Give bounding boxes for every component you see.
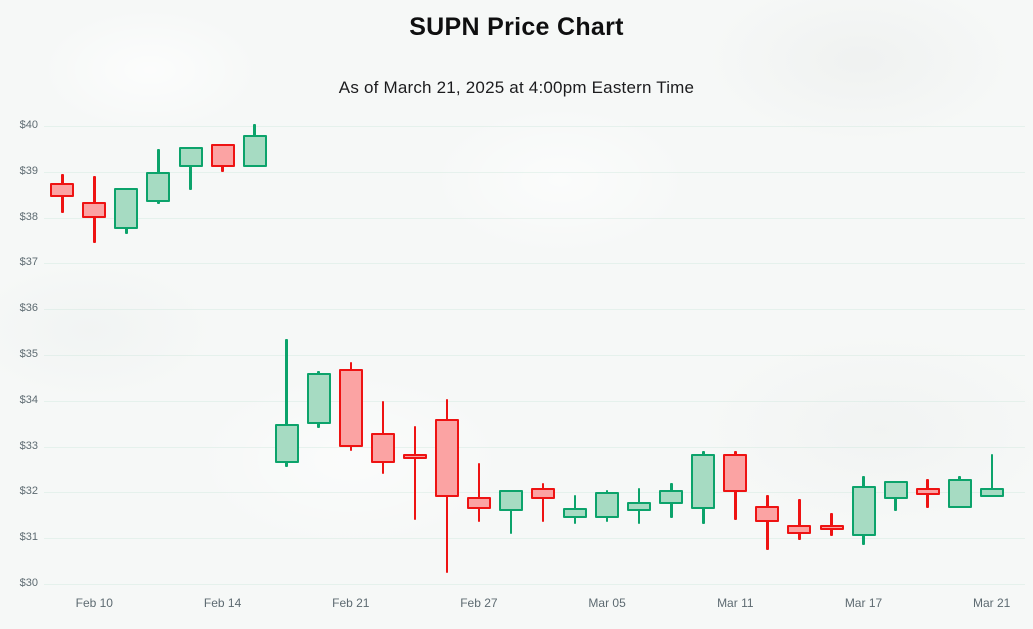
- candle-body: [531, 487, 555, 500]
- gridline: [44, 400, 1025, 402]
- candle-body: [274, 423, 299, 463]
- y-axis-label: $30: [19, 577, 38, 589]
- candle-body: [947, 478, 972, 509]
- x-axis-label: Feb 21: [332, 596, 370, 610]
- candle-body: [402, 453, 427, 459]
- chart-title: SUPN Price Chart: [409, 13, 624, 41]
- candle-wick: [990, 453, 993, 497]
- candle-body: [723, 453, 748, 493]
- y-axis-label: $31: [19, 531, 38, 544]
- candle-body: [499, 490, 523, 511]
- gridline: [44, 126, 1025, 127]
- candle-wick: [189, 146, 192, 191]
- candle-body: [338, 368, 363, 447]
- candle-body: [915, 487, 940, 495]
- candle-wick: [541, 483, 545, 523]
- y-axis-label: $39: [19, 164, 38, 177]
- candle-wick: [285, 339, 288, 468]
- candle-body: [595, 492, 620, 518]
- y-axis-label: $37: [19, 256, 38, 269]
- y-axis-label: $33: [19, 439, 38, 452]
- candle-wick: [509, 490, 513, 534]
- candle-body: [755, 506, 780, 523]
- candle-body: [178, 146, 203, 168]
- x-axis-label: Feb 10: [75, 596, 113, 610]
- x-axis-label: Mar 21: [973, 596, 1011, 610]
- gridline: [44, 217, 1025, 219]
- y-axis-label: $36: [19, 302, 38, 315]
- y-axis-label: $40: [19, 119, 38, 131]
- candle-body: [82, 201, 107, 218]
- candle-wick: [477, 462, 481, 523]
- candle-body: [242, 135, 267, 168]
- candle-body: [627, 501, 652, 511]
- x-axis-label: Mar 11: [717, 596, 754, 610]
- x-axis-label: Mar 17: [844, 596, 883, 610]
- candle-body: [210, 144, 235, 168]
- candle-wick: [830, 513, 833, 536]
- candle-body: [434, 419, 459, 497]
- y-axis-label: $34: [19, 393, 38, 406]
- y-axis-label: $35: [19, 348, 38, 360]
- candle-body: [883, 480, 908, 500]
- gridline: [44, 584, 1025, 585]
- candle-body: [563, 508, 588, 518]
- candle-body: [691, 453, 716, 509]
- candle-body: [466, 497, 491, 509]
- gridline: [44, 355, 1025, 356]
- y-axis-label: $38: [19, 210, 38, 223]
- candle-body: [851, 485, 876, 536]
- x-axis-label: Feb 14: [203, 596, 242, 610]
- candle-body: [370, 432, 395, 463]
- gridline: [44, 171, 1025, 173]
- candle-body: [819, 524, 844, 530]
- candle-body: [979, 487, 1004, 497]
- candle-body: [50, 183, 75, 197]
- candle-body: [146, 171, 171, 202]
- candle-wick: [798, 499, 801, 541]
- candle-body: [306, 373, 331, 424]
- y-axis-label: $32: [19, 485, 38, 498]
- candle-body: [659, 490, 684, 504]
- candle-wick: [766, 494, 769, 550]
- x-axis-label: Feb 27: [460, 596, 498, 610]
- gridline: [44, 446, 1025, 448]
- gridline: [44, 538, 1025, 540]
- candle-body: [787, 524, 812, 534]
- candle-body: [114, 187, 139, 229]
- gridline: [44, 309, 1025, 311]
- gridline: [44, 263, 1025, 265]
- x-axis-label: Mar 05: [588, 596, 626, 610]
- chart-subtitle: As of March 21, 2025 at 4:00pm Eastern T…: [338, 78, 695, 97]
- candle-wick: [413, 426, 417, 520]
